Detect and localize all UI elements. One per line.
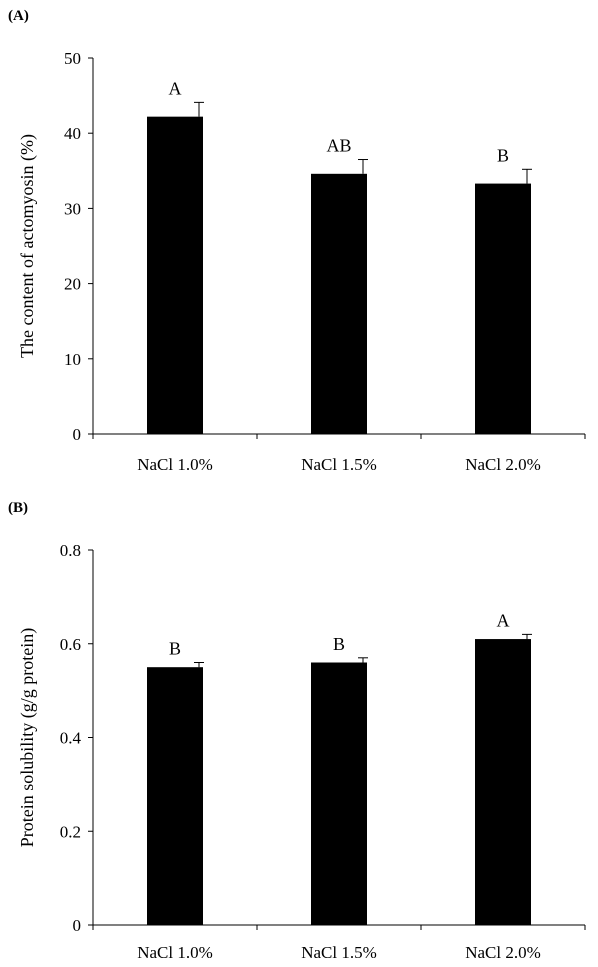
panel-label: (B) — [8, 500, 28, 516]
y-tick-label: 0.8 — [60, 541, 81, 560]
significance-label: B — [497, 145, 509, 165]
y-axis-title: The content of actomyosin (%) — [17, 134, 38, 358]
y-tick-label: 0 — [73, 916, 82, 935]
x-category-label: NaCl 1.5% — [301, 943, 377, 962]
y-tick-label: 0.4 — [60, 729, 82, 748]
bar — [475, 183, 531, 434]
bar — [311, 173, 367, 435]
y-tick-label: 0 — [73, 425, 82, 444]
x-category-label: NaCl 1.0% — [137, 943, 213, 962]
y-tick-label: 30 — [64, 199, 81, 218]
x-category-label: NaCl 1.5% — [301, 455, 377, 474]
significance-label: B — [333, 634, 345, 654]
y-tick-label: 10 — [64, 350, 81, 369]
panel-label: (A) — [8, 8, 29, 24]
bar — [147, 116, 203, 434]
bar — [475, 639, 531, 925]
significance-label: A — [497, 610, 510, 630]
bar — [147, 667, 203, 925]
x-category-label: NaCl 2.0% — [465, 455, 541, 474]
x-category-label: NaCl 1.0% — [137, 455, 213, 474]
bar — [311, 662, 367, 925]
y-tick-label: 0.6 — [60, 635, 81, 654]
y-tick-label: 20 — [64, 275, 81, 294]
y-axis-title: Protein solubility (g/g protein) — [17, 628, 38, 847]
y-tick-label: 40 — [64, 124, 81, 143]
significance-label: B — [169, 639, 181, 659]
x-category-label: NaCl 2.0% — [465, 943, 541, 962]
panel-a: (A) The content of actomyosin (%) 0 10 20 30 4… — [8, 8, 586, 474]
panel-b: (B) Protein solubility (g/g protein) 0 0.2 0… — [8, 500, 586, 962]
y-tick-label: 50 — [64, 49, 81, 68]
y-tick-label: 0.2 — [60, 822, 81, 841]
significance-label: A — [169, 78, 182, 98]
significance-label: AB — [326, 136, 351, 156]
